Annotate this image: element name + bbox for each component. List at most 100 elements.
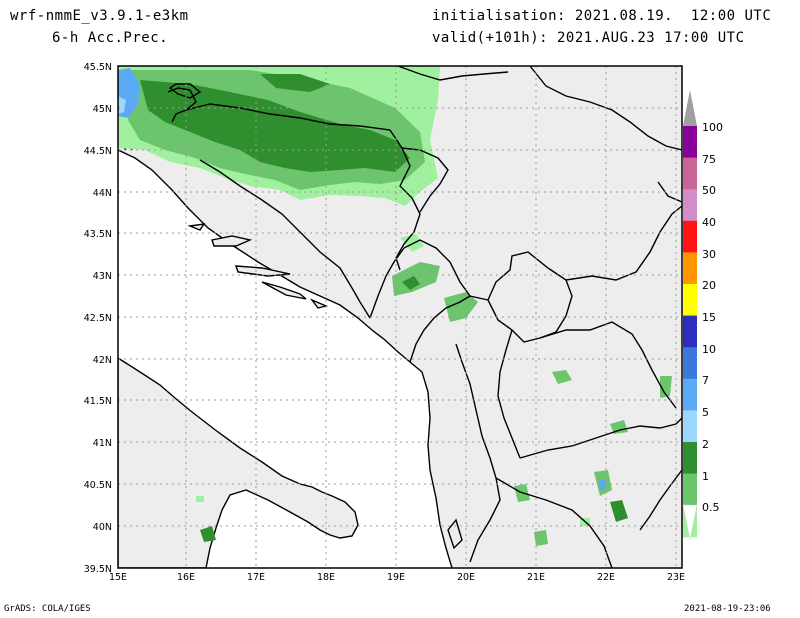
precip-mk-1 — [552, 370, 572, 384]
cb-label-0-5: 0.5 — [702, 501, 720, 514]
lat-label-3: 44.5N — [84, 146, 112, 157]
cb-label-30: 30 — [702, 248, 716, 261]
lon-label-8: 22E — [597, 572, 615, 583]
border-serbia-east — [565, 205, 682, 281]
kerkyra-island — [447, 518, 463, 550]
model-title: wrf-nmmE_v3.9.1-e3km — [10, 8, 189, 24]
precip-north-heavy-2 — [260, 74, 330, 92]
lon-label-2: 16E — [177, 572, 195, 583]
border-serbia-hungary — [397, 66, 509, 81]
field-title: 6-h Acc.Prec. — [52, 30, 169, 46]
credit-text: GrADS: COLA/IGES — [4, 604, 91, 614]
border-macedonia-greece — [519, 423, 677, 459]
lat-label-11: 40.5N — [84, 480, 112, 491]
border-montenegro-albania — [409, 295, 471, 363]
border-bosnia-montenegro — [369, 247, 405, 319]
lat-label-5: 43.5N — [84, 229, 112, 240]
lon-label-3: 17E — [247, 572, 265, 583]
timestamp-text: 2021-08-19-23:06 — [684, 604, 771, 614]
island-1 — [211, 235, 253, 247]
border-albania-east — [455, 343, 501, 563]
border-albania-macedonia — [497, 329, 521, 459]
cb-label-2: 2 — [702, 438, 709, 451]
lat-label-2: 45N — [93, 104, 112, 115]
island-5 — [187, 223, 206, 231]
colorbar-box — [683, 189, 697, 222]
precip-bosnia — [400, 234, 424, 252]
precip-gr-2 — [610, 500, 628, 522]
cb-label-1: 1 — [702, 470, 709, 483]
cb-label-40: 40 — [702, 216, 716, 229]
lat-label-1: 45.5N — [84, 62, 112, 73]
border-greece-coast-east — [639, 469, 682, 531]
precip-montenegro-heavy — [402, 276, 420, 290]
border-bosnia-serbia — [395, 197, 421, 271]
border-slovenia-croatia — [167, 87, 197, 123]
lat-label-13: 39.5N — [84, 564, 112, 575]
map-grid — [118, 66, 682, 568]
colorbar-box — [683, 347, 697, 380]
precip-albania-n — [444, 292, 478, 322]
map-frame — [117, 65, 683, 569]
precip-mk-2 — [660, 376, 672, 398]
precip-gr-4 — [534, 530, 548, 546]
colorbar-box — [683, 473, 697, 506]
colorbar-box — [683, 126, 697, 159]
border-macedonia-north — [539, 321, 677, 409]
colorbar-labels: 100 75 50 40 30 20 15 10 7 5 2 1 0.5 — [702, 121, 723, 514]
lon-label-5: 19E — [387, 572, 405, 583]
precip-gr-1-blue — [600, 480, 606, 490]
italy-land — [118, 357, 359, 568]
lat-label-12: 40N — [93, 522, 112, 533]
border-bulgaria-romania — [657, 181, 682, 203]
border-bulgaria-greece — [675, 417, 682, 425]
precip-ne-band — [396, 66, 440, 92]
colorbar-boxes — [683, 126, 697, 538]
colorbar-over-arrow — [683, 90, 697, 126]
colorbar-box — [683, 410, 697, 443]
precip-north-heavy — [140, 80, 410, 172]
lon-axis: 15E 16E 17E 18E 19E 20E 21E 22E 23E — [109, 572, 685, 583]
lon-label-6: 20E — [457, 572, 475, 583]
border-croatia-bosnia-west — [199, 159, 371, 319]
colorbar-box — [683, 220, 697, 253]
colorbar-box — [683, 284, 697, 317]
lat-label-8: 42N — [93, 355, 112, 366]
colorbar-box — [683, 315, 697, 348]
colorbar-box — [683, 157, 697, 190]
border-croatia-bosnia-north — [185, 103, 413, 199]
lon-label-9: 23E — [667, 572, 685, 583]
lat-label-10: 41N — [93, 438, 112, 449]
colorbar-box — [683, 442, 697, 475]
lon-label-1: 15E — [109, 572, 127, 583]
cb-label-5: 5 — [702, 406, 709, 419]
colorbar-box — [683, 378, 697, 411]
cb-label-75: 75 — [702, 153, 716, 166]
island-3 — [261, 281, 307, 300]
cb-label-20: 20 — [702, 279, 716, 292]
cb-label-10: 10 — [702, 343, 716, 356]
cb-label-15: 15 — [702, 311, 716, 324]
colorbar-box — [683, 252, 697, 285]
precip-italy-2 — [196, 496, 204, 502]
cb-label-100: 100 — [702, 121, 723, 134]
border-croatia-serbia-danube — [401, 147, 449, 213]
lon-label-7: 21E — [527, 572, 545, 583]
lon-label-4: 18E — [317, 572, 335, 583]
island-2 — [235, 265, 291, 277]
precip-gr-5 — [610, 420, 628, 434]
lat-label-7: 42.5N — [84, 313, 112, 324]
precip-italy-1 — [200, 526, 216, 542]
init-time: initialisation: 2021.08.19. 12:00 UTC — [432, 8, 772, 24]
precip-layer — [118, 66, 672, 546]
colorbar: 100 75 50 40 30 20 15 10 7 5 2 1 0.5 — [682, 90, 723, 541]
balkan-coastline — [118, 149, 453, 568]
lat-label-6: 43N — [93, 271, 112, 282]
lat-label-9: 41.5N — [84, 396, 112, 407]
border-pindus — [495, 477, 613, 568]
precip-lightblue-patch — [118, 96, 126, 114]
island-4 — [309, 298, 329, 309]
cb-label-7: 7 — [702, 374, 709, 387]
border-north-lakes — [168, 83, 202, 99]
